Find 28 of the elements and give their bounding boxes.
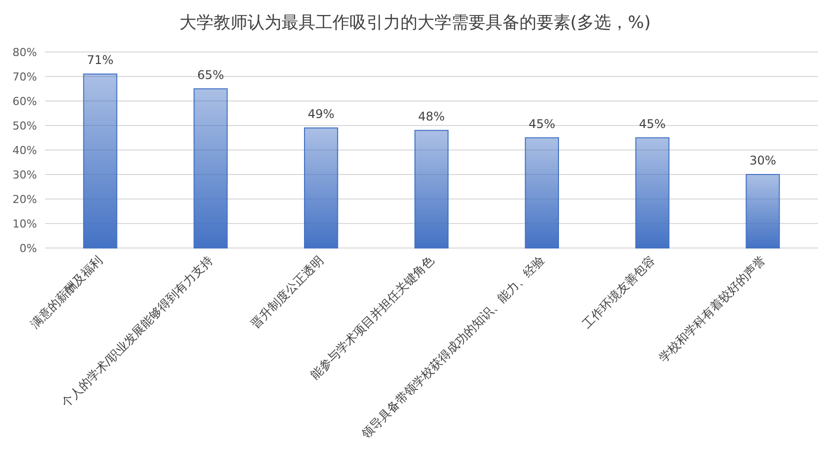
y-tick-label: 20% [12,192,37,206]
data-label: 49% [308,106,334,121]
data-label: 65% [197,68,224,82]
y-tick-label: 80% [12,46,37,59]
y-tick-label: 30% [12,168,37,182]
bar [194,88,228,248]
bar [524,137,559,248]
data-label: 71% [86,53,114,68]
y-tick-label: 70% [12,70,37,84]
y-tick-label: 50% [12,119,37,132]
x-tick-label: 晋升制度公正透明 [248,253,326,331]
bar [83,74,118,248]
bar [414,130,449,248]
y-tick-label: 0% [20,242,37,255]
x-tick-label: 工作环境友善包容 [580,253,658,331]
x-tick-label: 满意的薪酬及福利 [28,253,106,331]
data-label: 45% [528,116,556,131]
x-tick-label: 学校和学科有着较好的声誉 [656,253,768,365]
data-label: 48% [418,109,445,124]
data-label: 30% [749,154,776,168]
bar [746,174,780,248]
data-label: 45% [639,116,666,131]
y-tick-label: 10% [12,217,37,230]
chart-title: 大学教师认为最具工作吸引力的大学需要具备的要素(多选，%) [179,13,651,33]
y-tick-label: 40% [12,144,37,157]
bar [635,137,670,248]
bar [304,127,338,248]
y-tick-label: 60% [12,94,37,108]
